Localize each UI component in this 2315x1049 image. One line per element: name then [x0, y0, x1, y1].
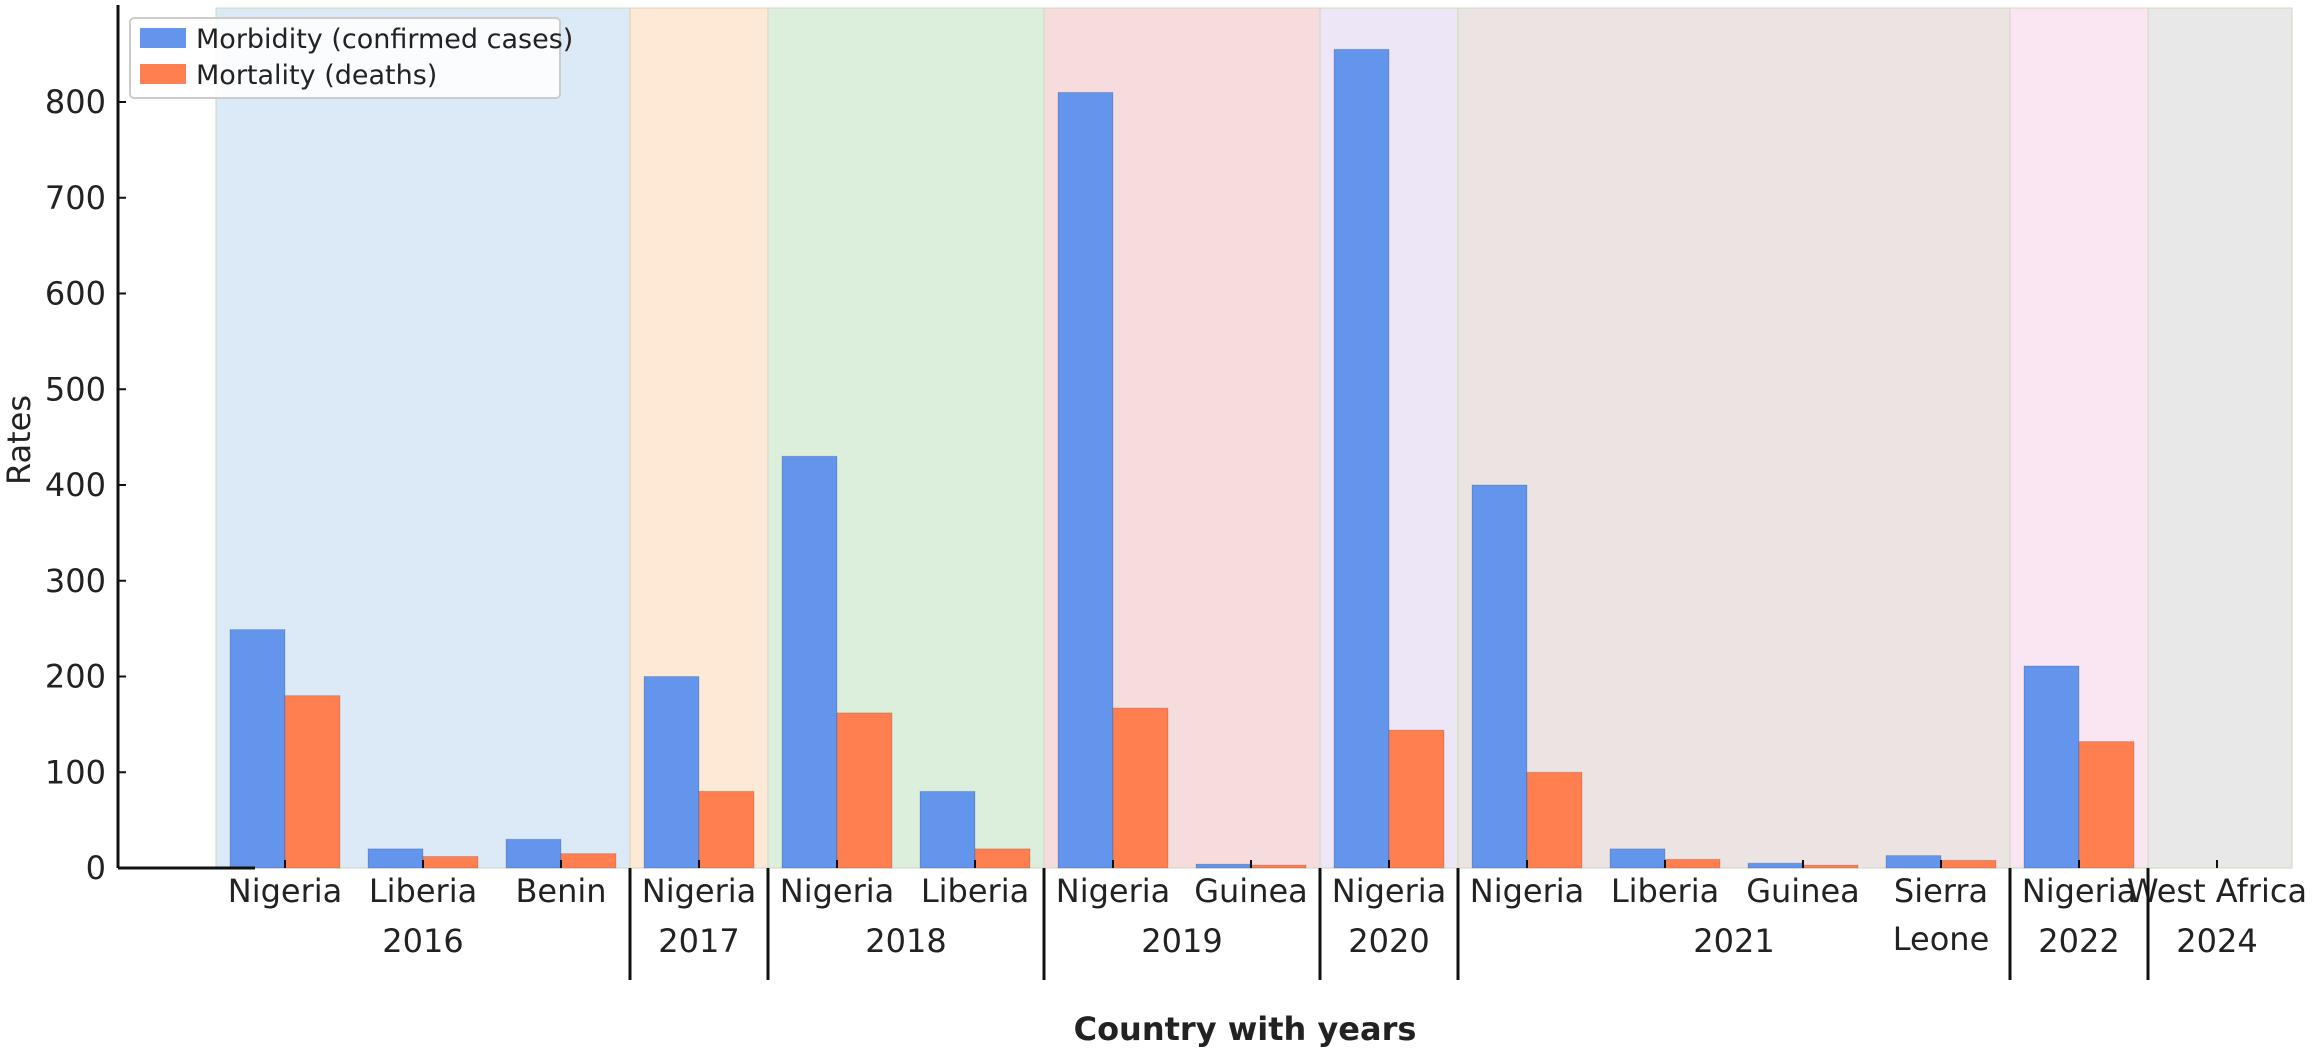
x-category-label: Benin — [515, 872, 606, 910]
x-category-label: Nigeria — [2022, 872, 2136, 910]
bar-morbidity-4 — [781, 455, 838, 869]
y-axis-title: Rates — [0, 395, 38, 485]
bar-mortality-8 — [1388, 729, 1445, 869]
x-category-label: Sierra Leone — [1893, 872, 1990, 958]
x-category-label: Nigeria — [1056, 872, 1170, 910]
bar-morbidity-2 — [505, 838, 562, 869]
y-tick-label: 100 — [45, 753, 106, 791]
x-category-label: Nigeria — [1470, 872, 1584, 910]
bar-mortality-1 — [422, 856, 479, 869]
y-tick-label: 700 — [45, 179, 106, 217]
legend: Morbidity (confirmed cases) Mortality (de… — [129, 17, 573, 99]
bar-morbidity-0 — [229, 629, 286, 869]
bar-mortality-4 — [836, 712, 893, 869]
bar-mortality-10 — [1664, 858, 1721, 869]
axes — [116, 5, 255, 870]
bar-morbidity-12 — [1885, 855, 1942, 869]
x-category-label: Nigeria — [780, 872, 894, 910]
bar-morbidity-1 — [367, 848, 424, 869]
y-tick-label: 0 — [86, 849, 106, 887]
bar-morbidity-8 — [1333, 48, 1390, 869]
year-label-2024: 2024 — [2176, 922, 2257, 960]
bar-mortality-11 — [1802, 864, 1859, 869]
x-category-label: Guinea — [1194, 872, 1308, 910]
x-category-label: Guinea — [1746, 872, 1860, 910]
bar-mortality-9 — [1526, 771, 1583, 869]
legend-label-0: Morbidity (confirmed cases) — [196, 24, 573, 55]
bar-morbidity-9 — [1471, 484, 1528, 869]
year-label-2021: 2021 — [1693, 922, 1774, 960]
bar-mortality-2 — [560, 853, 617, 869]
legend-swatch-1 — [140, 64, 186, 84]
bar-mortality-3 — [698, 790, 755, 869]
legend-box — [129, 17, 561, 99]
bar-morbidity-7 — [1195, 863, 1252, 869]
y-tick-label: 200 — [45, 658, 106, 696]
y-tick-label: 300 — [45, 562, 106, 600]
x-category-label: West Africa — [2127, 872, 2307, 910]
y-tick-label: 800 — [45, 83, 106, 121]
bar-mortality-7 — [1250, 864, 1307, 869]
bars — [229, 48, 2135, 869]
bar-mortality-0 — [284, 695, 341, 869]
bar-mortality-6 — [1112, 707, 1169, 869]
y-ticks: 0 100 200 300 400 500 600 700 800 — [45, 83, 126, 887]
y-tick-label: 500 — [45, 370, 106, 408]
legend-label-1: Mortality (deaths) — [196, 60, 437, 91]
bar-mortality-12 — [1940, 859, 1997, 869]
x-category-label: Liberia — [369, 872, 477, 910]
year-label-2016: 2016 — [382, 922, 463, 960]
year-band-2024 — [2147, 7, 2293, 869]
year-label-2020: 2020 — [1348, 922, 1429, 960]
bar-mortality-13 — [2078, 741, 2135, 869]
year-label-2017: 2017 — [658, 922, 739, 960]
year-labels: 2016 2017 2018 2019 2020 2021 2022 2024 — [382, 868, 2258, 980]
bar-morbidity-6 — [1057, 91, 1114, 869]
bar-morbidity-13 — [2023, 665, 2080, 869]
x-category-labels: Nigeria Liberia Benin Nigeria Nigeria Liberia… — [228, 860, 2307, 958]
y-tick-label: 600 — [45, 275, 106, 313]
x-axis-title: Country with years — [1074, 1010, 1417, 1048]
y-tick-label: 400 — [45, 466, 106, 504]
bar-mortality-5 — [974, 848, 1031, 869]
bar-morbidity-11 — [1747, 862, 1804, 869]
x-category-label: Nigeria — [1332, 872, 1446, 910]
year-band-2021 — [1457, 7, 2011, 869]
bar-morbidity-3 — [643, 676, 700, 869]
year-label-2019: 2019 — [1141, 922, 1222, 960]
year-label-2018: 2018 — [865, 922, 946, 960]
x-category-label: Liberia — [921, 872, 1029, 910]
legend-swatch-0 — [140, 28, 186, 48]
x-category-label: Nigeria — [228, 872, 342, 910]
bar-morbidity-10 — [1609, 848, 1666, 869]
bar-morbidity-5 — [919, 790, 976, 869]
year-label-2022: 2022 — [2038, 922, 2119, 960]
x-category-label: Liberia — [1611, 872, 1719, 910]
year-bands — [215, 7, 2293, 869]
x-category-label: Nigeria — [642, 872, 756, 910]
